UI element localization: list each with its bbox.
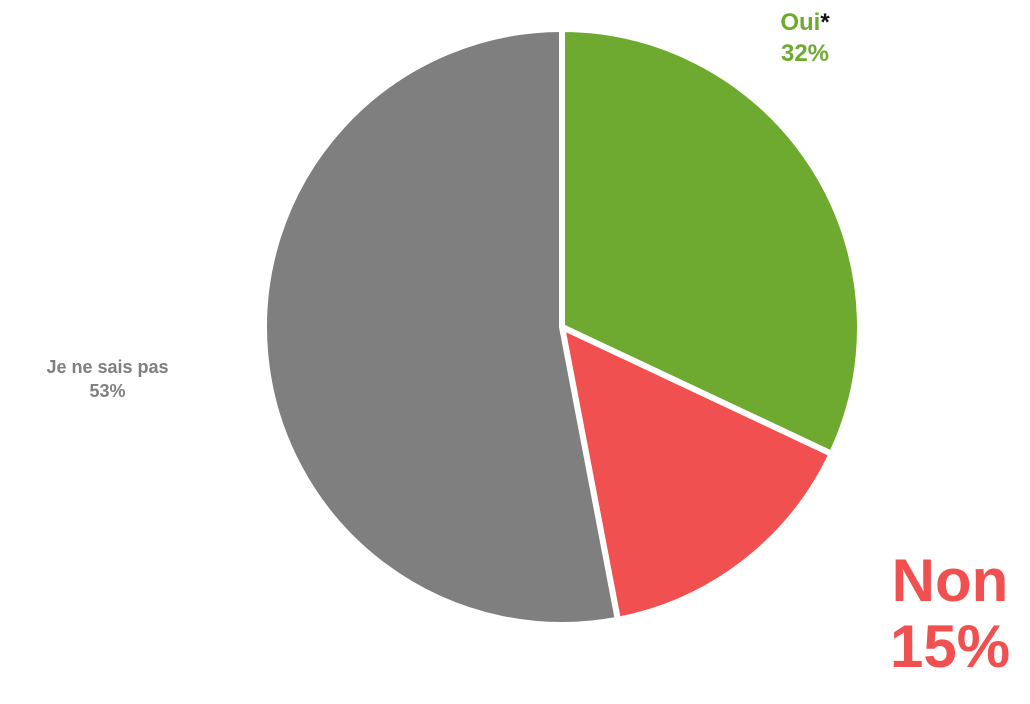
slice-label-oui-name: Oui: [780, 9, 821, 36]
pie-slice-je-ne-sais-pas: [261, 25, 622, 628]
slice-label-non-name: Non: [891, 547, 1009, 614]
slice-label-oui-marker: *: [820, 9, 830, 36]
slice-label-non: Non 15%: [870, 548, 1030, 680]
slice-label-nsp-name: Je ne sais pas: [46, 357, 169, 377]
pie-slice-non: [557, 321, 836, 624]
slice-label-oui-value: 32%: [780, 40, 830, 67]
pie-slice-oui: [559, 25, 863, 458]
slice-label-nsp-value: 53%: [89, 381, 126, 401]
slice-label-non-value: 15%: [889, 613, 1011, 680]
slice-label-je-ne-sais-pas: Je ne sais pas 53%: [0, 355, 215, 403]
slice-label-oui: Oui* 32%: [745, 7, 865, 69]
